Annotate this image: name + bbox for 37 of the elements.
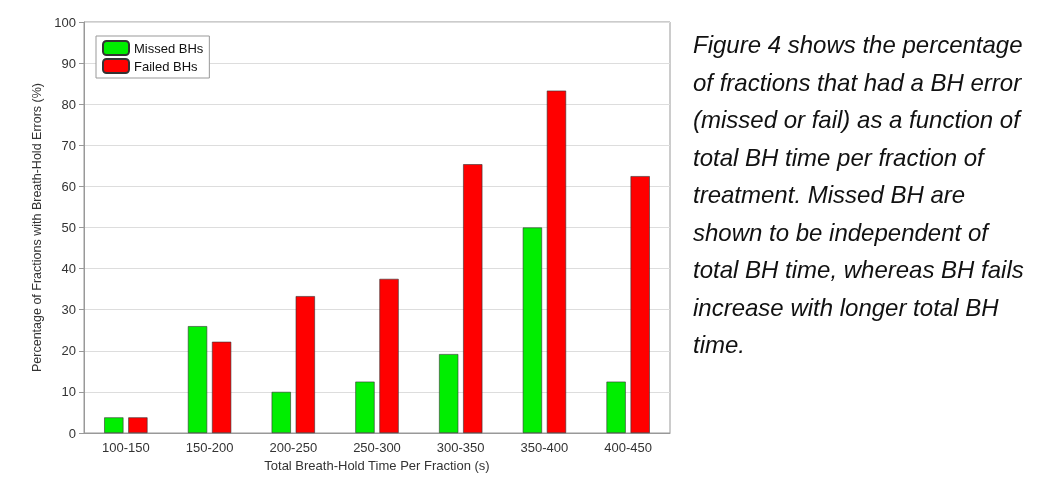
bar [355,381,375,433]
y-tick-label: 0 [68,425,76,441]
bar [128,417,148,433]
x-tick-label: 150-200 [185,440,234,455]
x-tick-label: 100-150 [102,440,150,455]
y-tick-label: 10 [61,384,76,400]
y-tick-label: 70 [61,137,76,153]
text: Figure 4 shows the percentage of fractions that had a BH error (missed or fail) as a function of total BH time per fraction of treatment. Missed BH are shown to be independent of total BH time, whereas BH fails increase with longer total BH time. [693,31,1024,359]
x-tick-label: 300-350 [436,440,485,455]
bar [211,341,232,433]
x-tick-label: 350-400 [520,440,569,455]
bar [606,381,626,433]
y-tick-label: 50 [61,220,76,235]
x-tick-label: 400-450 [604,440,652,455]
bar [630,176,650,433]
y-tick-label: 80 [61,96,76,112]
bar [439,354,459,433]
y-tick-label: 100 [54,14,76,30]
bar [463,164,483,433]
y-tick-label: 20 [61,343,76,359]
x-axis-title: Total Breath-Hold Time Per Fraction (s) [264,458,490,473]
bar [379,278,399,433]
y-tick-label: 60 [61,178,76,194]
y-tick-label: 30 [61,302,76,318]
bar [104,417,124,433]
bar [522,227,543,433]
legend-label: Missed BHs [134,40,204,56]
bar [546,90,567,433]
x-tick-label: 200-250 [269,440,318,455]
bar [187,326,208,433]
y-tick-label: 40 [61,261,76,277]
y-tick-label: 90 [61,55,76,71]
x-tick-label: 250-300 [353,440,401,455]
y-axis-title: Percentage of Fractions with Breath-Hold Errors (%) [29,83,44,372]
bar [271,391,291,433]
legend-label: Failed BHs [134,58,199,74]
bar [295,296,315,433]
